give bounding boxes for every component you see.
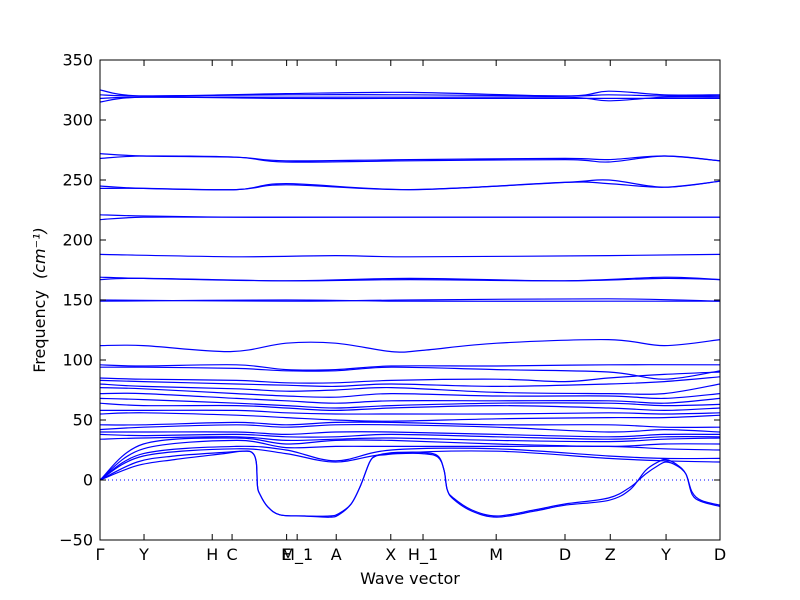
phonon-branch-25	[100, 402, 720, 412]
y-tick-label: 300	[62, 111, 93, 130]
x-tick-label: Y	[660, 545, 671, 564]
phonon-branch-13	[100, 277, 720, 282]
x-tick-label: M_1	[281, 545, 313, 565]
phonon-branch-34	[100, 439, 720, 481]
x-tick-label: E	[282, 545, 292, 564]
phonon-branch-23	[100, 392, 720, 404]
phonon-branch-20	[100, 376, 720, 388]
phonon-branch-4	[100, 96, 720, 103]
phonon-branch-19	[100, 371, 720, 384]
y-tick-label: 250	[62, 171, 93, 190]
y-axis-label-unit: (cm⁻¹)	[30, 227, 49, 279]
y-axis-label-text: Frequency	[30, 290, 49, 373]
x-tick-label: C	[226, 545, 237, 564]
phonon-branch-6	[100, 155, 720, 163]
phonon-branch-15	[100, 299, 720, 302]
phonon-branch-16	[100, 338, 720, 353]
x-tick-label: D	[559, 545, 571, 564]
x-tick-label: D	[714, 545, 726, 564]
phonon-branch-11	[100, 253, 720, 258]
phonon-branch-28	[100, 421, 720, 428]
phonon-branch-30	[100, 431, 720, 438]
phonon-branch-35	[100, 445, 720, 481]
y-tick-label: 150	[62, 291, 93, 310]
phonon-branch-18	[100, 366, 720, 380]
x-tick-label: A	[331, 545, 342, 564]
phonon-branch-32	[100, 436, 720, 443]
y-tick-label: −50	[59, 531, 93, 550]
x-tick-label: Γ	[96, 545, 105, 564]
y-tick-label: 50	[73, 411, 93, 430]
phonon-branch-31	[100, 433, 720, 440]
phonon-branch-10	[100, 216, 720, 221]
phonon-branch-36	[100, 448, 720, 481]
series-layer	[100, 89, 720, 518]
phonon-branch-22	[100, 387, 720, 400]
y-axis-ticks: −50 0 50 100 150 200 250 300 350	[59, 51, 720, 550]
phonon-branch-26	[100, 409, 720, 415]
x-tick-label: X	[385, 545, 396, 564]
phonon-branch-2	[100, 94, 720, 97]
phonon-branch-17	[100, 364, 720, 371]
x-axis-label: Wave vector	[360, 569, 460, 588]
phonon-branch-33	[100, 437, 720, 481]
phonon-branch-27	[100, 412, 720, 422]
x-tick-label: H_1	[408, 545, 438, 565]
y-tick-label: 100	[62, 351, 93, 370]
x-axis-ticks: Γ Y H C EM_1 A X H_1 M D Z Y D	[96, 60, 726, 565]
y-tick-label: 350	[62, 51, 93, 70]
phonon-branch-29	[100, 423, 720, 433]
x-tick-label: Y	[138, 545, 149, 564]
y-tick-label: 0	[83, 471, 93, 490]
y-tick-label: 200	[62, 231, 93, 250]
phonon-branch-8	[100, 180, 720, 191]
x-tick-label: H	[206, 545, 218, 564]
phonon-branch-38	[100, 450, 720, 518]
phonon-branch-21	[100, 383, 720, 395]
phonon-branch-24	[100, 397, 720, 409]
x-tick-label: M	[489, 545, 503, 564]
x-tick-label: Z	[605, 545, 616, 564]
y-axis-label: Frequency (cm⁻¹)	[30, 227, 49, 372]
